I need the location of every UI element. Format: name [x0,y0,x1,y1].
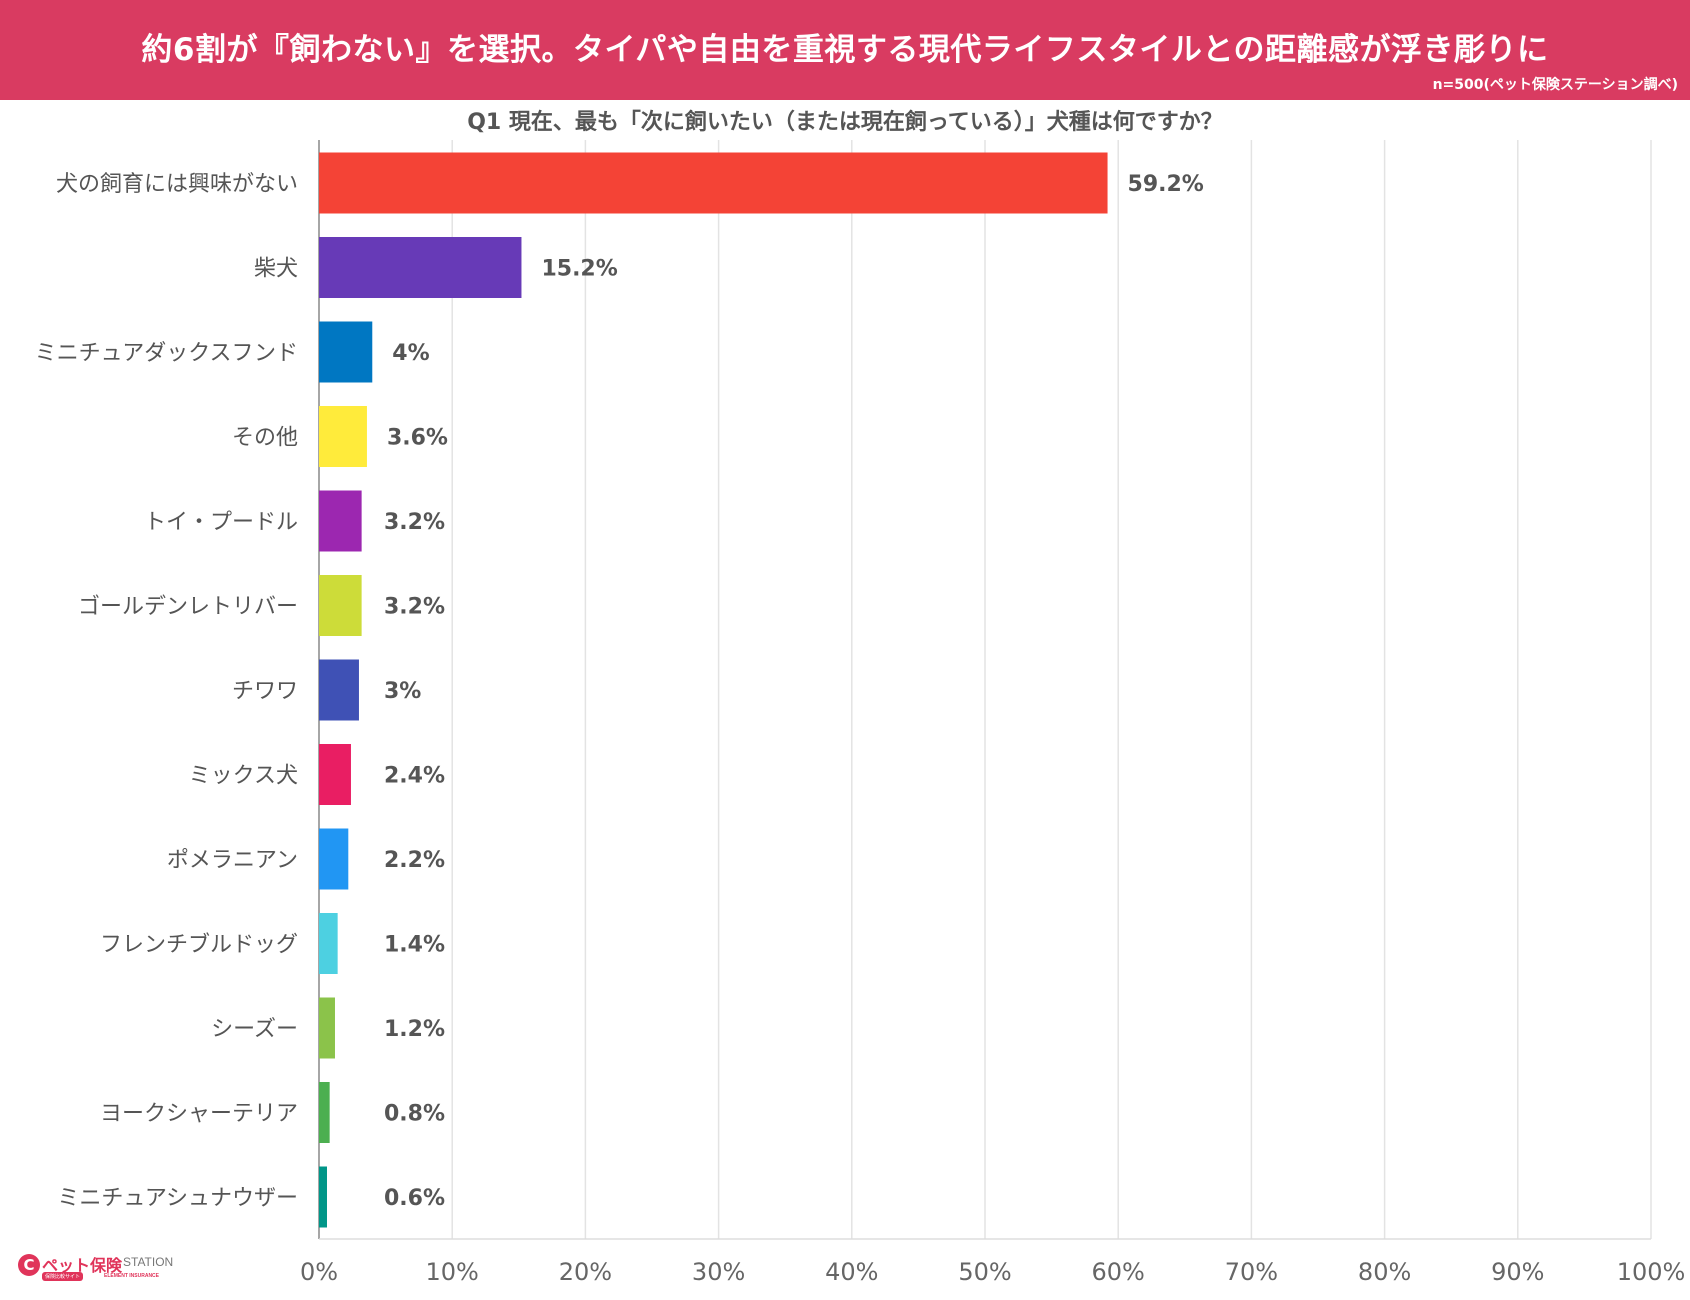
x-tick-label: 50% [958,1258,1011,1286]
category-label: ヨークシャーテリア [100,1102,298,1127]
x-tick-label: 60% [1092,1258,1145,1286]
x-tick-label: 40% [825,1258,878,1286]
bar [319,997,335,1059]
category-label: トイ・プードル [144,510,298,535]
logo-sub: 保険比較サイト [42,1272,84,1281]
x-tick-label: 20% [559,1258,612,1286]
value-label: 0.6% [384,1186,445,1211]
value-label: 3.6% [387,426,448,451]
bar [319,659,359,721]
x-tick-label: 30% [692,1258,745,1286]
category-label: その他 [232,426,298,451]
bar [319,1166,327,1228]
x-tick-label: 80% [1358,1258,1411,1286]
category-label: ゴールデンレトリバー [78,595,298,620]
x-tick-label: 100% [1617,1258,1686,1286]
x-tick-label: 70% [1225,1258,1278,1286]
category-label: シーズー [211,1017,298,1042]
question-title: Q1 現在、最も「次に飼いたい（または現在飼っている）」犬種は何ですか？ [467,110,1223,135]
bar [319,490,362,552]
value-label: 59.2% [1128,172,1204,197]
category-label: 犬の飼育には興味がない [56,172,298,197]
category-label: ミックス犬 [189,764,298,789]
logo-station: STATION [123,1255,174,1269]
x-tick-label: 10% [426,1258,479,1286]
bar [319,913,338,974]
category-label: ポメラニアン [167,848,298,873]
value-label: 2.2% [384,848,445,873]
value-label: 1.4% [384,933,445,958]
x-tick-label: 0% [300,1258,338,1286]
category-label: 柴犬 [254,257,298,282]
bar [319,575,362,636]
bar [319,828,349,890]
x-tick-label: 90% [1491,1258,1544,1286]
logo-mark-icon: C [18,1254,40,1276]
value-label: 15.2% [541,257,617,282]
logo-text: ペット保険 [42,1256,123,1275]
category-label: ミニチュアダックスフンド [35,341,298,366]
value-label: 2.4% [384,764,445,789]
bar [319,321,373,383]
value-label: 3.2% [384,510,445,535]
header-banner: 約6割が『飼わない』を選択。タイパや自由を重視する現代ライフスタイルとの距離感が… [0,0,1690,100]
category-label: チワワ [232,679,298,704]
value-label: 0.8% [384,1102,445,1127]
bar [319,237,522,298]
bar [319,1082,330,1143]
sample-note: n=500(ペット保険ステーション調べ) [1432,77,1678,93]
page-title: 約6割が『飼わない』を選択。タイパや自由を重視する現代ライフスタイルとの距離感が… [141,32,1549,68]
bar [319,744,351,805]
category-label: フレンチブルドッグ [100,933,298,958]
value-label: 3% [384,679,421,704]
value-label: 3.2% [384,595,445,620]
value-label: 4% [392,341,429,366]
bar [319,152,1108,214]
category-label: ミニチュアシュナウザー [57,1186,298,1211]
brand-logo: C ペット保険 STATION 保険比較サイト ELEMENT INSURANC… [18,1252,178,1282]
value-label: 1.2% [384,1017,445,1042]
logo-sub2: ELEMENT INSURANCE [104,1273,160,1279]
bar [319,406,367,467]
